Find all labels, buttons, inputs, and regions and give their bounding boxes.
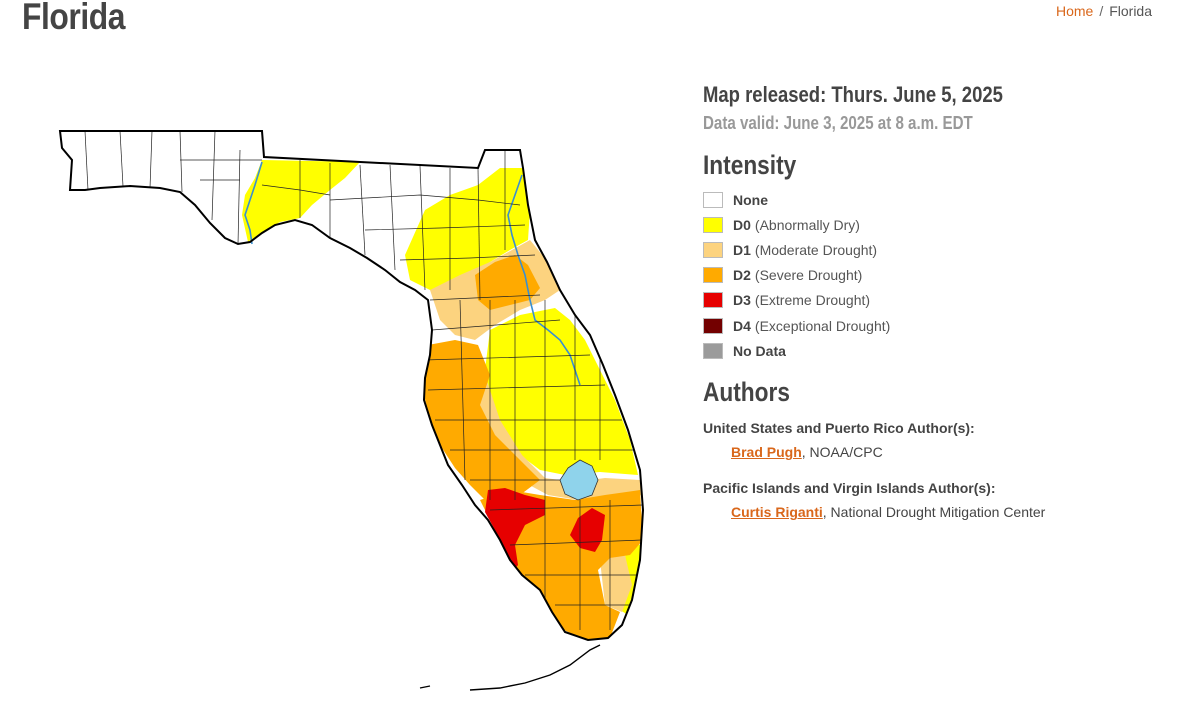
d2-area-west-central [424, 340, 540, 505]
legend-swatch-d2 [703, 267, 723, 284]
legend-desc: (Abnormally Dry) [754, 216, 860, 233]
breadcrumb-current: Florida [1109, 3, 1152, 19]
legend-swatch-d3 [703, 292, 723, 309]
author-group-pacific: Pacific Islands and Virgin Islands Autho… [703, 480, 1163, 520]
legend-item-d2: D2 (Severe Drought) [703, 263, 1163, 288]
legend-code: D4 [733, 317, 751, 334]
d2-area-northeast [475, 255, 540, 310]
legend-code: No Data [733, 342, 786, 359]
data-valid-date: Data valid: June 3, 2025 at 8 a.m. EDT [703, 113, 973, 133]
legend-swatch-no-data [703, 342, 723, 359]
legend-swatch-d0 [703, 216, 723, 233]
d0-area-panhandle [242, 160, 360, 242]
legend-item-no-data: No Data [703, 338, 1163, 363]
florida-outline [58, 130, 645, 642]
author-group-us: United States and Puerto Rico Author(s):… [703, 420, 1163, 460]
rivers [244, 161, 581, 386]
breadcrumb-home-link[interactable]: Home [1055, 3, 1094, 19]
legend-item-d0: D0 (Abnormally Dry) [703, 212, 1163, 237]
legend-code: None [733, 191, 768, 208]
author-line: Curtis Riganti, National Drought Mitigat… [731, 504, 1163, 520]
legend-code: D0 [733, 216, 751, 233]
author-link[interactable]: Brad Pugh [731, 444, 802, 461]
legend-item-d4: D4 (Exceptional Drought) [703, 313, 1163, 338]
d1-area-southeast [600, 555, 632, 612]
legend-swatch-none [703, 191, 723, 208]
legend-desc: (Extreme Drought) [754, 292, 871, 309]
legend-desc: (Moderate Drought) [754, 241, 878, 258]
legend-desc: (Exceptional Drought) [754, 317, 891, 334]
breadcrumb-separator: / [1099, 3, 1104, 19]
lake-okeechobee [559, 459, 599, 501]
author-link[interactable]: Curtis Riganti [731, 504, 823, 521]
legend-desc: (Severe Drought) [754, 267, 863, 284]
intensity-legend: None D0 (Abnormally Dry) D1 (Moderate Dr… [703, 187, 1163, 363]
page-title: Florida [22, 0, 126, 37]
florida-keys [419, 644, 601, 691]
author-affiliation: , NOAA/CPC [801, 444, 883, 461]
author-group-heading: United States and Puerto Rico Author(s): [703, 420, 975, 437]
d0-area-north-central [405, 168, 530, 290]
legend-item-d1: D1 (Moderate Drought) [703, 237, 1163, 262]
legend-item-none: None [703, 187, 1163, 212]
legend-swatch-d4 [703, 317, 723, 334]
map-released-date: Map released: Thurs. June 5, 2025 [703, 82, 1003, 107]
legend-code: D3 [733, 292, 751, 309]
authors-heading: Authors [703, 377, 790, 408]
map-info-panel: Map released: Thurs. June 5, 2025 Data v… [703, 82, 1163, 520]
legend-code: D2 [733, 267, 751, 284]
author-group-heading: Pacific Islands and Virgin Islands Autho… [703, 480, 996, 497]
county-lines [84, 131, 643, 630]
intensity-heading: Intensity [703, 150, 797, 180]
legend-swatch-d1 [703, 241, 723, 258]
d3-area-inland [570, 508, 605, 552]
author-line: Brad Pugh, NOAA/CPC [731, 444, 1163, 460]
legend-code: D1 [733, 241, 751, 258]
breadcrumb: Home / Florida [1056, 3, 1152, 19]
legend-item-d3: D3 (Extreme Drought) [703, 288, 1163, 313]
author-affiliation: , National Drought Mitigation Center [822, 504, 1046, 521]
drought-map [55, 125, 655, 700]
